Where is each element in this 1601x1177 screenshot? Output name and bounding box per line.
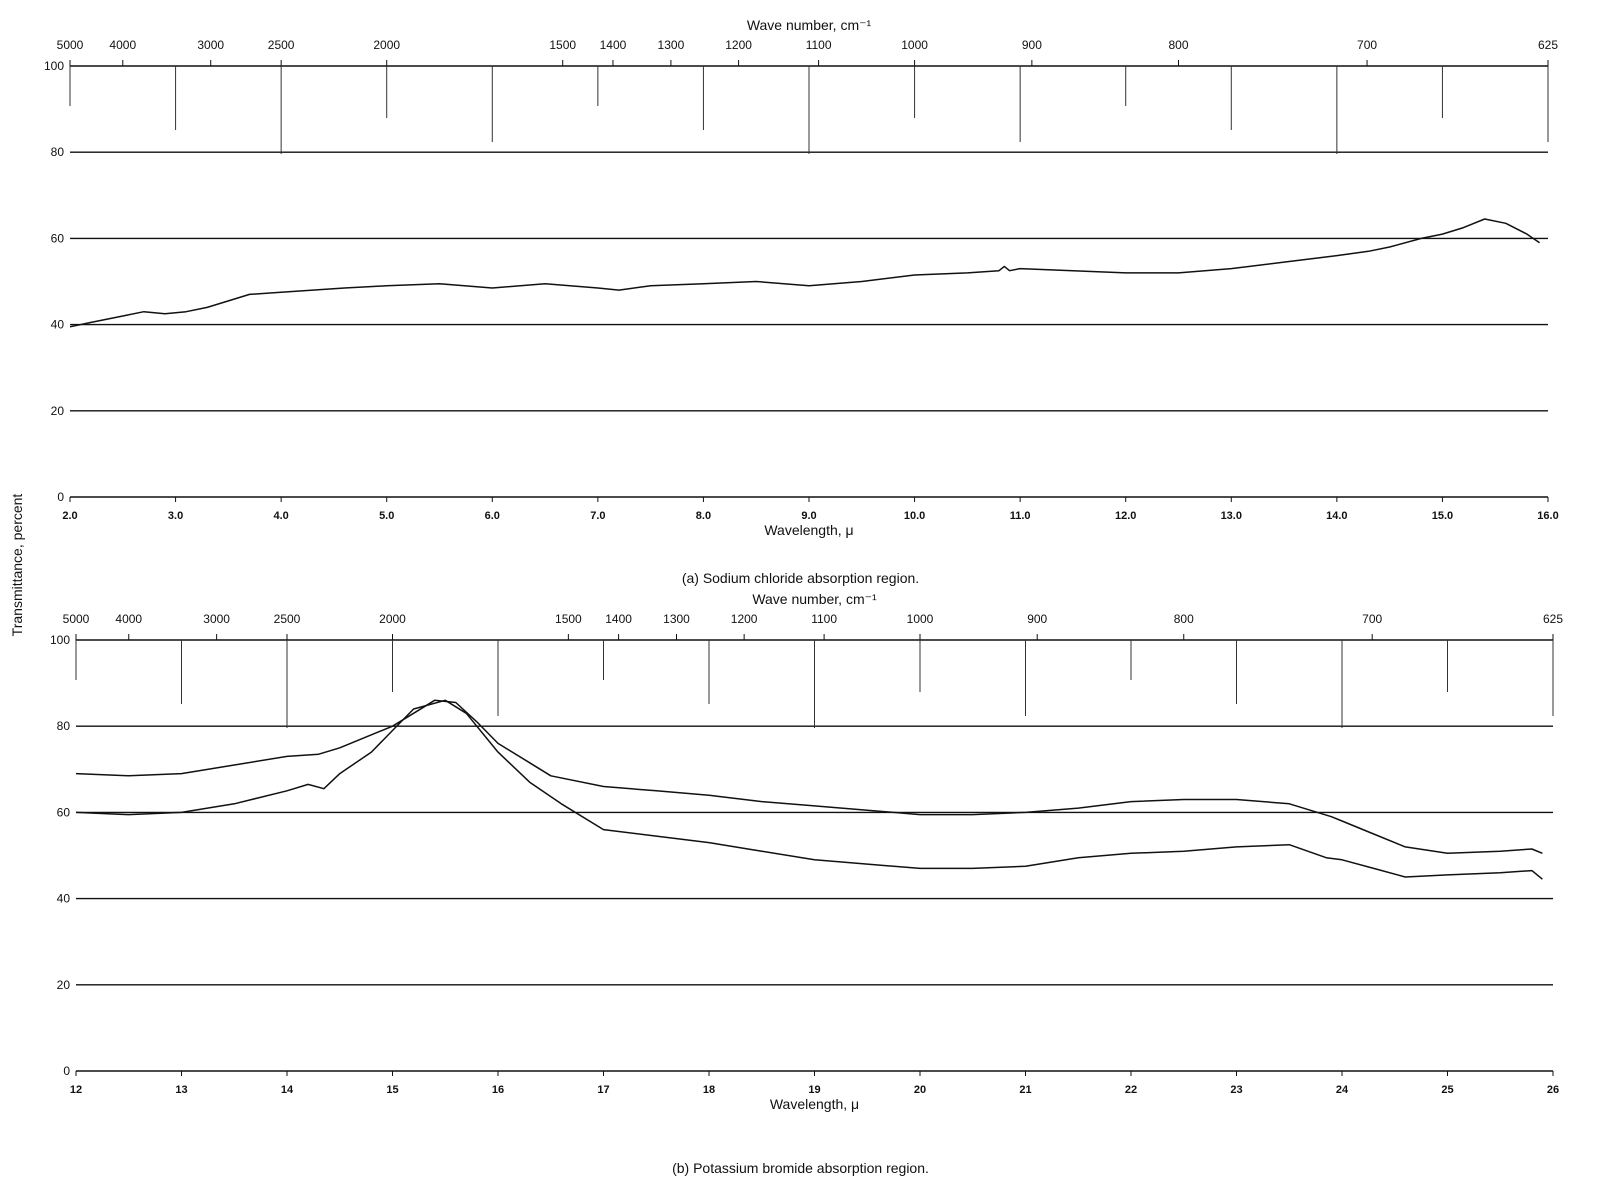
top-tick-label-a-7: 1300 — [658, 38, 685, 52]
x-tick-label-b-3: 15 — [386, 1084, 398, 1096]
top-tick-label-a-5: 1500 — [549, 38, 576, 52]
top-axis-title-a: Wave number, cm⁻¹ — [747, 17, 872, 33]
x-tick-label-a-6: 8.0 — [696, 510, 711, 522]
x-tick-label-a-4: 6.0 — [485, 510, 500, 522]
x-tick-label-b-9: 21 — [1019, 1084, 1031, 1096]
top-tick-label-b-7: 1300 — [663, 612, 690, 626]
top-tick-label-b-13: 700 — [1362, 612, 1382, 626]
x-tick-label-b-11: 23 — [1230, 1084, 1242, 1096]
x-tick-label-b-0: 12 — [70, 1084, 82, 1096]
y-tick-label-b-100: 100 — [50, 633, 70, 647]
x-tick-label-b-7: 19 — [808, 1084, 820, 1096]
top-tick-label-a-3: 2500 — [268, 38, 295, 52]
y-tick-label-b-80: 80 — [57, 719, 71, 733]
top-tick-label-b-9: 1100 — [811, 612, 837, 626]
top-tick-label-b-2: 3000 — [203, 612, 230, 626]
x-tick-label-a-2: 4.0 — [273, 510, 288, 522]
top-tick-label-b-5: 1500 — [555, 612, 582, 626]
top-tick-label-b-12: 800 — [1174, 612, 1194, 626]
x-tick-label-a-14: 16.0 — [1537, 510, 1558, 522]
top-tick-label-a-4: 2000 — [373, 38, 400, 52]
top-tick-label-a-2: 3000 — [197, 38, 224, 52]
top-tick-label-a-9: 1100 — [806, 38, 832, 52]
x-tick-label-a-1: 3.0 — [168, 510, 183, 522]
y-tick-label-a-80: 80 — [51, 145, 65, 159]
x-tick-label-a-10: 12.0 — [1115, 510, 1136, 522]
panel-b: 0 20 40 60 80 100 12 13 14 15 16 17 18 19 20 21 22 23 24 25… — [50, 591, 1563, 1112]
top-tick-label-b-10: 1000 — [907, 612, 934, 626]
y-tick-label-a-60: 60 — [51, 231, 65, 245]
top-tick-label-a-8: 1200 — [725, 38, 752, 52]
top-tick-label-b-6: 1400 — [605, 612, 632, 626]
x-tick-label-b-4: 16 — [492, 1084, 504, 1096]
series-line-b-0 — [75, 699, 1543, 855]
y-tick-label-a-40: 40 — [51, 318, 65, 332]
top-tick-label-a-12: 800 — [1168, 38, 1188, 52]
top-tick-label-a-0: 5000 — [57, 38, 84, 52]
y-tick-label-b-60: 60 — [57, 805, 71, 819]
top-tick-label-a-11: 900 — [1022, 38, 1042, 52]
x-axis-title-a: Wavelength, μ — [764, 522, 853, 538]
x-tick-label-a-0: 2.0 — [62, 510, 77, 522]
x-tick-label-a-8: 10.0 — [904, 510, 925, 522]
y-tick-label-b-20: 20 — [57, 978, 71, 992]
y-tick-label-b-40: 40 — [57, 892, 71, 906]
x-tick-label-b-1: 13 — [175, 1084, 187, 1096]
top-axis-title-b: Wave number, cm⁻¹ — [752, 591, 877, 607]
caption-panel-a: (a) Sodium chloride absorption region. — [681, 570, 920, 586]
x-tick-label-a-3: 5.0 — [379, 510, 394, 522]
top-tick-label-b-3: 2500 — [274, 612, 301, 626]
series-line-b-1 — [75, 699, 1543, 880]
top-tick-label-a-10: 1000 — [901, 38, 928, 52]
y-tick-label-a-100: 100 — [44, 59, 64, 73]
panel-a: 0 20 40 60 80 100 2.0 3.0 4.0 5.0 6.0 7.0 8.0 9.0 10.0… — [44, 17, 1559, 538]
top-tick-label-a-13: 700 — [1357, 38, 1377, 52]
y-tick-label-b-0: 0 — [63, 1064, 70, 1078]
top-tick-label-a-14: 625 — [1538, 38, 1558, 52]
top-tick-label-a-1: 4000 — [109, 38, 136, 52]
y-tick-label-a-0: 0 — [57, 490, 64, 504]
x-tick-label-a-9: 11.0 — [1010, 510, 1031, 522]
x-tick-label-a-13: 15.0 — [1432, 510, 1453, 522]
x-tick-label-a-7: 9.0 — [801, 510, 816, 522]
x-tick-label-b-8: 20 — [914, 1084, 926, 1096]
x-tick-label-b-14: 26 — [1547, 1084, 1559, 1096]
top-tick-label-b-14: 625 — [1543, 612, 1563, 626]
top-tick-label-b-11: 900 — [1027, 612, 1047, 626]
series-line-a-0 — [69, 218, 1541, 328]
caption-panel-b: (b) Potassium bromide absorption region. — [672, 1160, 929, 1176]
x-tick-label-b-12: 24 — [1336, 1084, 1349, 1096]
x-tick-label-b-6: 18 — [703, 1084, 715, 1096]
top-tick-label-b-8: 1200 — [731, 612, 758, 626]
x-tick-label-a-11: 13.0 — [1221, 510, 1242, 522]
x-tick-label-a-12: 14.0 — [1326, 510, 1347, 522]
top-tick-label-b-1: 4000 — [115, 612, 142, 626]
x-tick-label-b-2: 14 — [281, 1084, 294, 1096]
top-tick-label-b-4: 2000 — [379, 612, 406, 626]
y-tick-label-a-20: 20 — [51, 404, 65, 418]
x-tick-label-b-10: 22 — [1125, 1084, 1137, 1096]
top-tick-label-b-0: 5000 — [63, 612, 90, 626]
x-tick-label-b-13: 25 — [1441, 1084, 1453, 1096]
x-axis-title-b: Wavelength, μ — [770, 1096, 859, 1112]
top-tick-label-a-6: 1400 — [600, 38, 627, 52]
x-tick-label-a-5: 7.0 — [590, 510, 605, 522]
x-tick-label-b-5: 17 — [597, 1084, 609, 1096]
